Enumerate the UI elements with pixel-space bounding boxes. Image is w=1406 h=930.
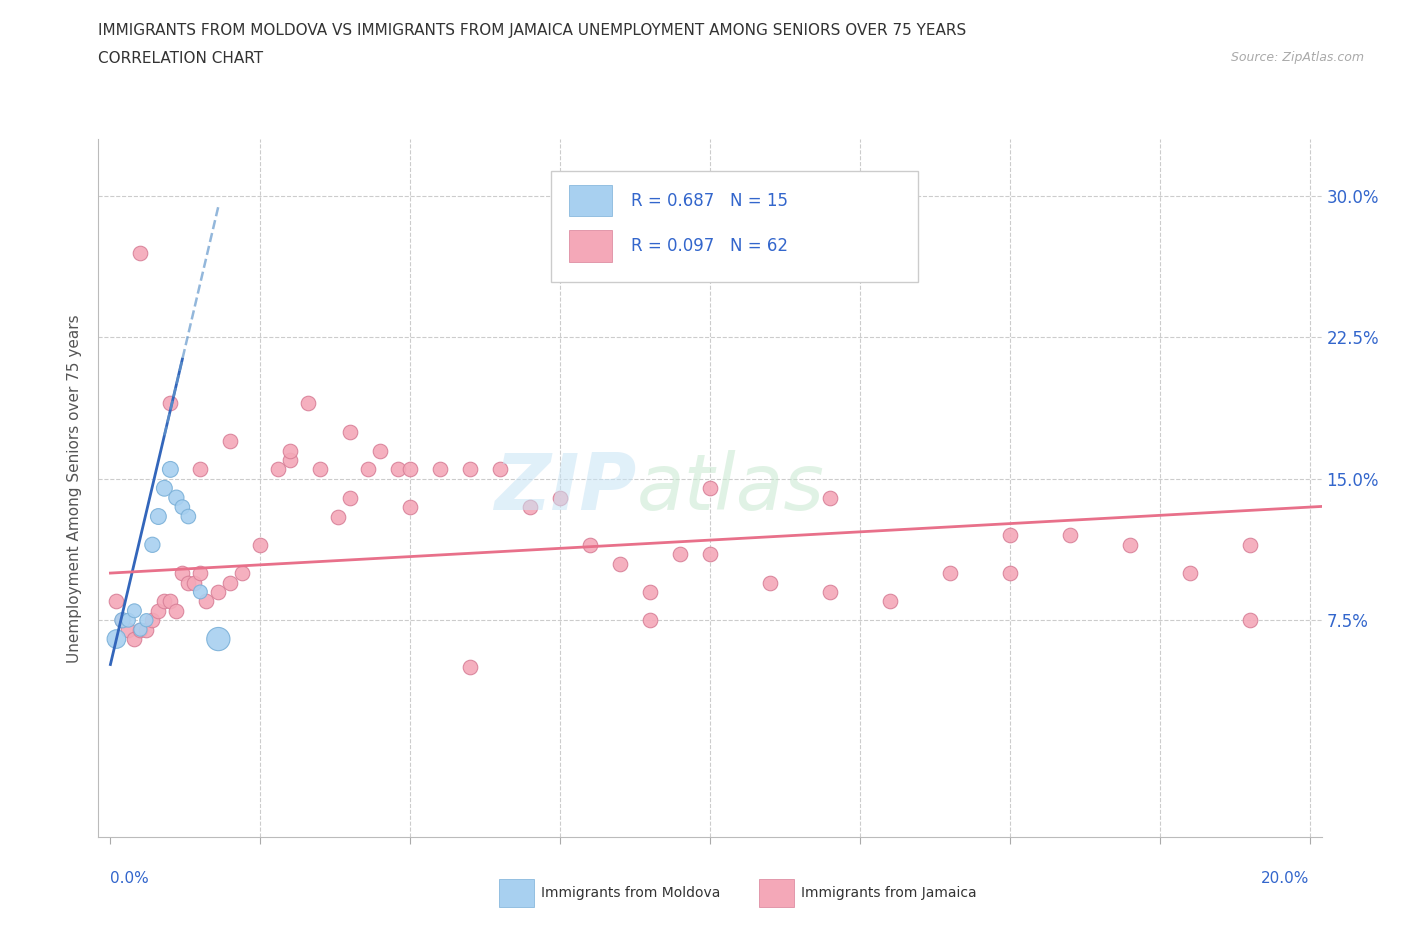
Point	[579, 538, 602, 552]
Point	[111, 613, 134, 628]
Point	[339, 490, 361, 505]
Point	[879, 594, 901, 609]
Point	[111, 613, 134, 628]
Point	[1239, 613, 1261, 628]
Point	[129, 622, 152, 637]
Point	[519, 499, 541, 514]
Point	[135, 613, 157, 628]
Text: CORRELATION CHART: CORRELATION CHART	[98, 51, 263, 66]
FancyBboxPatch shape	[569, 231, 612, 261]
Text: Source: ZipAtlas.com: Source: ZipAtlas.com	[1230, 51, 1364, 64]
Point	[458, 660, 481, 675]
Point	[207, 584, 229, 599]
Point	[818, 584, 841, 599]
Point	[638, 584, 661, 599]
Point	[141, 538, 163, 552]
Point	[278, 443, 301, 458]
Point	[188, 565, 211, 580]
Point	[249, 538, 271, 552]
Point	[489, 462, 512, 477]
Text: 0.0%: 0.0%	[111, 870, 149, 886]
Point	[165, 604, 187, 618]
Point	[219, 575, 242, 590]
Point	[1239, 538, 1261, 552]
Point	[818, 490, 841, 505]
Point	[172, 565, 194, 580]
Point	[129, 246, 152, 260]
Point	[1059, 528, 1081, 543]
Point	[669, 547, 692, 562]
Point	[759, 575, 782, 590]
Point	[998, 528, 1021, 543]
Point	[399, 462, 422, 477]
Point	[148, 509, 170, 524]
Point	[548, 490, 571, 505]
Point	[159, 462, 181, 477]
Text: IMMIGRANTS FROM MOLDOVA VS IMMIGRANTS FROM JAMAICA UNEMPLOYMENT AMONG SENIORS OV: IMMIGRANTS FROM MOLDOVA VS IMMIGRANTS FR…	[98, 23, 967, 38]
Point	[153, 481, 176, 496]
Text: R = 0.687   N = 15: R = 0.687 N = 15	[630, 192, 787, 210]
Point	[177, 509, 200, 524]
Point	[153, 594, 176, 609]
Text: 20.0%: 20.0%	[1261, 870, 1309, 886]
Text: R = 0.097   N = 62: R = 0.097 N = 62	[630, 237, 787, 255]
Point	[638, 613, 661, 628]
Point	[135, 622, 157, 637]
Point	[183, 575, 205, 590]
Point	[117, 613, 139, 628]
Point	[368, 443, 391, 458]
Text: Immigrants from Moldova: Immigrants from Moldova	[541, 885, 721, 900]
FancyBboxPatch shape	[569, 185, 612, 217]
Point	[609, 556, 631, 571]
Point	[129, 622, 152, 637]
Point	[117, 622, 139, 637]
Point	[699, 547, 721, 562]
Point	[939, 565, 962, 580]
Point	[219, 433, 242, 448]
Point	[105, 594, 128, 609]
Point	[148, 604, 170, 618]
Y-axis label: Unemployment Among Seniors over 75 years: Unemployment Among Seniors over 75 years	[67, 314, 83, 662]
Point	[105, 631, 128, 646]
Point	[309, 462, 332, 477]
Point	[699, 481, 721, 496]
Point	[165, 490, 187, 505]
FancyBboxPatch shape	[551, 171, 918, 283]
Point	[124, 604, 146, 618]
Point	[159, 594, 181, 609]
Point	[159, 396, 181, 411]
Point	[267, 462, 290, 477]
Point	[177, 575, 200, 590]
Point	[141, 613, 163, 628]
Point	[458, 462, 481, 477]
Point	[387, 462, 409, 477]
Point	[207, 631, 229, 646]
Point	[297, 396, 319, 411]
Point	[429, 462, 451, 477]
Point	[339, 424, 361, 439]
Point	[188, 584, 211, 599]
Point	[172, 499, 194, 514]
Text: ZIP: ZIP	[495, 450, 637, 526]
Point	[124, 631, 146, 646]
Point	[357, 462, 380, 477]
Text: atlas: atlas	[637, 450, 824, 526]
Point	[998, 565, 1021, 580]
Point	[231, 565, 253, 580]
Point	[278, 453, 301, 468]
Point	[1119, 538, 1142, 552]
Point	[188, 462, 211, 477]
Text: Immigrants from Jamaica: Immigrants from Jamaica	[801, 885, 977, 900]
Point	[399, 499, 422, 514]
Point	[1178, 565, 1201, 580]
Point	[195, 594, 218, 609]
Point	[328, 509, 350, 524]
